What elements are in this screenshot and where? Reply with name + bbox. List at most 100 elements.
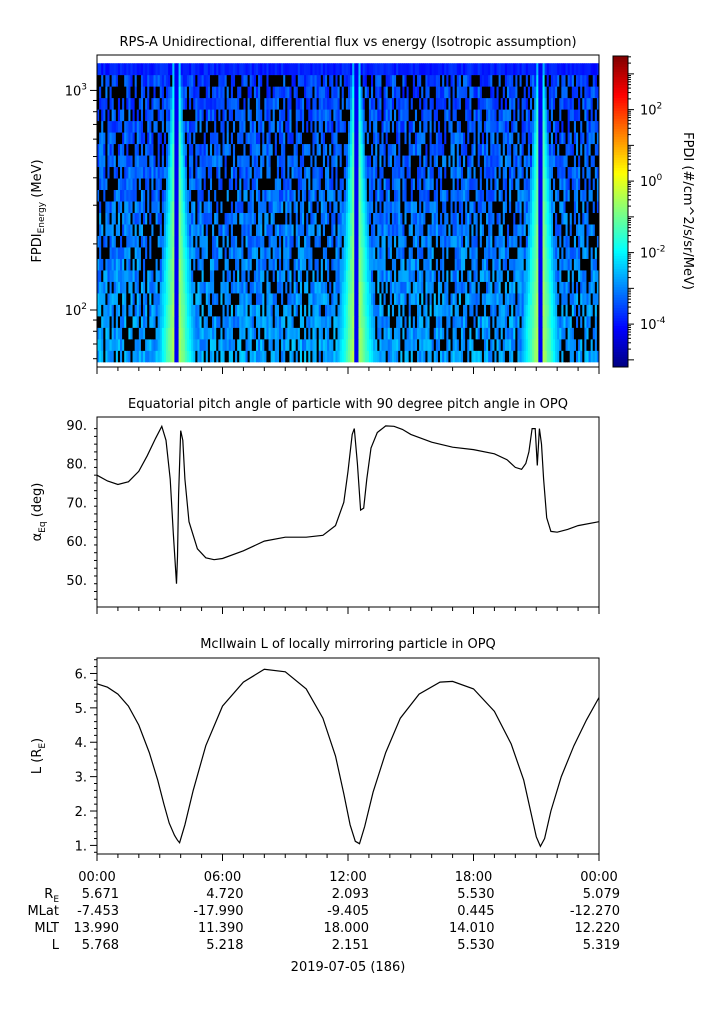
spectrogram-cell [506,224,510,236]
spectrogram-cell [310,178,313,191]
spectrogram-cell [274,338,278,351]
spectrogram-cell [454,224,458,236]
spectrogram-cell [414,247,418,259]
spectrogram-cell [513,281,516,294]
spectrogram-cell [251,132,255,145]
spectrogram-cell [517,132,520,145]
spectrogram-cell [115,189,119,202]
spectrogram-cell [312,235,315,248]
spectrogram-cell [463,258,466,271]
spectrogram-cell [180,327,184,340]
spectrogram-cell [366,327,370,340]
spectrogram-cell [511,270,514,282]
spectrogram-cell [527,270,531,282]
spectrogram-cell [193,155,196,168]
spectrogram-cell [293,235,297,248]
spectrogram-cell [117,293,121,305]
spectrogram-cell [224,143,228,156]
spectrogram-cell [404,189,407,202]
spectrogram-cell [523,143,527,156]
spectrogram-cell [569,201,573,213]
spectrogram-cell [435,212,439,225]
spectrogram-cell [314,304,318,317]
spectrogram-cell [561,212,564,225]
spectrogram-cell [383,166,387,179]
spectrogram-cell [513,166,516,179]
spectrogram-cell [578,212,581,225]
spectrogram-cell [151,281,154,294]
spectrogram-cell [352,166,355,179]
spectrogram-cell [331,201,334,213]
spectrogram-cell [249,315,253,328]
spectrogram-cell [184,189,188,202]
spectrogram-cell [237,224,240,236]
spectrogram-cell [327,166,330,179]
spectrogram-cell [272,212,276,225]
spectrogram-cell [559,189,562,202]
spectrogram-cell [113,304,117,317]
spectrogram-cell [189,212,192,225]
spectrogram-cell [180,155,184,168]
spectrogram-cell [463,270,466,282]
spectrogram-cell [467,315,470,328]
spectrogram-cell [297,235,301,248]
spectrogram-cell [552,315,556,328]
spectrogram-cell [379,293,382,305]
spectrogram-cell [278,212,282,225]
spectrogram-cell [565,350,569,363]
spectrogram-cell [207,350,211,363]
spectrogram-cell [147,270,150,282]
spectrogram-cell [385,315,389,328]
spectrogram-cell [483,178,487,191]
spectrogram-cell [410,201,414,213]
spectrogram-cell [155,224,159,236]
spectrogram-cell [193,281,196,294]
spectrogram-cell [490,212,493,225]
spectrogram-cell [358,338,361,351]
spectrogram-cell [258,132,261,145]
spectrogram-cell [124,166,127,179]
spectrogram-cell [404,201,407,213]
spectrogram-cell [343,258,347,271]
spectrogram-cell [387,178,391,191]
spectrogram-cell [364,327,368,340]
spectrogram-cell [329,201,332,213]
spectrogram-cell [101,247,104,259]
spectrogram-cell [184,120,188,133]
spectrogram-cell [145,189,148,202]
spectrogram-cell [103,293,106,305]
spectrogram-cell [582,132,585,145]
spectrogram-cell [245,189,248,202]
spectrogram-cell [268,315,272,328]
spectrogram-cell [297,132,301,145]
spectrogram-cell [278,315,282,328]
spectrogram-cell [498,293,502,305]
spectrogram-cell [306,155,309,168]
spectrogram-cell [166,350,169,363]
spectrogram-cell [151,120,154,133]
spectrogram-cell [398,166,401,179]
spectrogram-cell [584,315,587,328]
spectrogram-cell [504,212,508,225]
spectrogram-cell [584,338,587,351]
spectrogram-cell [565,338,569,351]
spectrogram-cell [109,258,113,271]
spectrogram-cell [312,143,315,156]
spectrogram-cell [404,178,407,191]
spectrogram-cell [115,315,119,328]
spectrogram-cell [312,224,315,236]
spectrogram-cell [358,327,361,340]
spectrogram-cell [496,350,499,363]
spectrogram-cell [456,281,460,294]
spectrogram-cell [417,143,420,156]
spectrogram-cell [145,350,148,363]
spectrogram-cell [266,247,269,259]
spectrogram-cell [186,178,190,191]
spectrogram-cell [469,293,472,305]
spectrogram-cell [592,235,596,248]
spectrogram-cell [523,327,527,340]
spectrogram-cell [383,293,387,305]
spectrogram-cell [109,350,113,363]
spectrogram-cell [502,304,506,317]
spectrogram-cell [264,304,267,317]
